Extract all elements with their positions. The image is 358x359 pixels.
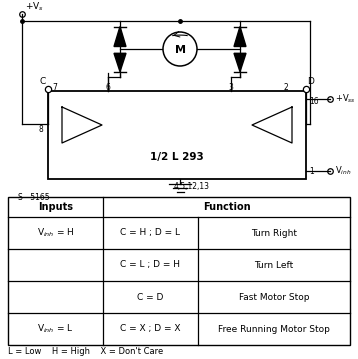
Polygon shape bbox=[62, 107, 102, 143]
Text: L = Low    H = High    X = Don't Care: L = Low H = High X = Don't Care bbox=[8, 348, 163, 356]
Polygon shape bbox=[114, 53, 126, 72]
Text: 1/2 L 293: 1/2 L 293 bbox=[150, 152, 204, 162]
Circle shape bbox=[163, 32, 197, 66]
Text: Inputs: Inputs bbox=[38, 202, 73, 212]
Text: Fast Motor Stop: Fast Motor Stop bbox=[239, 293, 309, 302]
Text: +V$_s$: +V$_s$ bbox=[25, 1, 44, 13]
Text: C = D: C = D bbox=[137, 293, 164, 302]
Text: S - 5165: S - 5165 bbox=[18, 192, 50, 201]
Text: Turn Left: Turn Left bbox=[255, 261, 294, 270]
Text: 6: 6 bbox=[106, 83, 110, 92]
Text: 2: 2 bbox=[284, 83, 289, 92]
Text: C: C bbox=[40, 76, 46, 85]
Text: V$_{inh}$: V$_{inh}$ bbox=[335, 165, 351, 177]
Polygon shape bbox=[234, 27, 246, 47]
Text: 16: 16 bbox=[309, 97, 319, 106]
Text: C = L ; D = H: C = L ; D = H bbox=[121, 261, 180, 270]
Text: 1: 1 bbox=[309, 167, 314, 176]
Text: V$_{inh}$ = H: V$_{inh}$ = H bbox=[37, 227, 74, 239]
Text: Turn Right: Turn Right bbox=[251, 228, 297, 238]
Text: Function: Function bbox=[203, 202, 250, 212]
Text: D: D bbox=[308, 76, 314, 85]
Text: 3: 3 bbox=[228, 83, 233, 92]
Bar bbox=[8, 197, 350, 345]
Polygon shape bbox=[114, 27, 126, 47]
Text: C = H ; D = L: C = H ; D = L bbox=[121, 228, 180, 238]
Text: 7: 7 bbox=[52, 83, 57, 92]
Text: 4,5,12,13: 4,5,12,13 bbox=[174, 182, 210, 191]
Text: Free Running Motor Stop: Free Running Motor Stop bbox=[218, 325, 330, 334]
Text: V$_{inh}$ = L: V$_{inh}$ = L bbox=[37, 323, 74, 335]
Text: C = X ; D = X: C = X ; D = X bbox=[120, 325, 181, 334]
Bar bbox=[48, 91, 306, 179]
Text: +V$_{ss}$: +V$_{ss}$ bbox=[335, 93, 355, 105]
Polygon shape bbox=[234, 53, 246, 72]
Text: 8: 8 bbox=[39, 125, 43, 134]
Polygon shape bbox=[252, 107, 292, 143]
Text: M: M bbox=[174, 45, 185, 55]
